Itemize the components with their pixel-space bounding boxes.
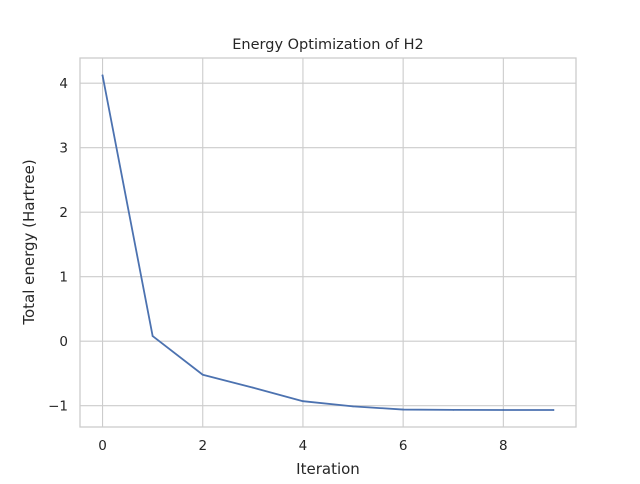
y-axis-label: Total energy (Hartree): [20, 159, 38, 325]
y-tick-label: 1: [59, 270, 68, 286]
y-tick-label: 0: [59, 334, 68, 350]
energy-data-point: [352, 405, 354, 408]
series-layer: [101, 74, 555, 411]
energy-data-point: [101, 74, 104, 77]
energy-data-point: [552, 409, 555, 411]
energy-data-point: [201, 373, 204, 376]
energy-data-point: [151, 335, 154, 337]
energy-data-point: [452, 409, 455, 411]
y-tick-label: 2: [59, 205, 68, 221]
y-tick-label: −1: [48, 399, 68, 415]
x-tick-label: 0: [98, 438, 107, 454]
y-tick-label: 4: [59, 76, 68, 92]
energy-data-point: [251, 386, 254, 389]
energy-data-point: [402, 408, 405, 411]
plot-area-frame: [79, 57, 577, 428]
energy-series-line: [101, 74, 555, 411]
x-tick-label: 2: [198, 438, 207, 454]
x-tick-label: 6: [399, 438, 408, 454]
energy-data-point: [502, 409, 505, 411]
x-tick-label: 4: [299, 438, 308, 454]
chart-title: Energy Optimization of H2: [232, 37, 423, 53]
x-tick-label: 8: [499, 438, 508, 454]
grid-lines: [80, 58, 576, 427]
x-axis-label: Iteration: [296, 460, 360, 478]
energy-data-point: [302, 400, 304, 403]
tick-labels: 0 2 4 6 8 −1 0 1 2 3 4: [48, 76, 508, 454]
y-tick-label: 3: [59, 141, 68, 157]
